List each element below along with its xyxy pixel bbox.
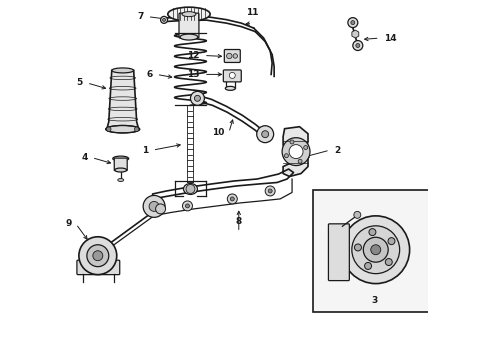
Text: 9: 9 (66, 219, 72, 228)
Ellipse shape (118, 179, 123, 181)
Circle shape (289, 145, 303, 159)
Ellipse shape (168, 7, 210, 21)
Ellipse shape (113, 156, 129, 161)
Circle shape (265, 186, 275, 196)
FancyBboxPatch shape (179, 13, 199, 38)
Circle shape (191, 91, 204, 105)
FancyBboxPatch shape (77, 260, 120, 275)
Circle shape (351, 21, 355, 24)
Ellipse shape (115, 168, 127, 172)
Ellipse shape (225, 86, 235, 90)
Circle shape (163, 18, 166, 21)
Ellipse shape (112, 68, 134, 73)
Text: 5: 5 (76, 78, 83, 87)
FancyBboxPatch shape (114, 158, 127, 171)
Circle shape (143, 195, 165, 217)
Text: 3: 3 (371, 296, 378, 305)
Circle shape (106, 127, 111, 131)
Circle shape (149, 201, 159, 211)
Circle shape (365, 262, 371, 269)
Circle shape (353, 41, 363, 50)
Ellipse shape (180, 34, 198, 40)
Circle shape (79, 237, 117, 275)
Circle shape (229, 72, 235, 78)
Circle shape (134, 127, 139, 131)
Circle shape (87, 245, 109, 267)
Circle shape (290, 140, 294, 144)
Ellipse shape (182, 12, 196, 17)
Circle shape (257, 126, 273, 143)
Circle shape (298, 159, 302, 163)
Circle shape (195, 95, 200, 101)
Circle shape (262, 131, 269, 138)
Circle shape (156, 204, 166, 214)
Text: 10: 10 (213, 128, 225, 137)
Circle shape (186, 204, 190, 208)
Text: 12: 12 (187, 51, 200, 60)
Text: 1: 1 (143, 145, 148, 154)
Circle shape (268, 189, 272, 193)
Circle shape (226, 53, 232, 59)
Circle shape (93, 251, 103, 261)
Polygon shape (283, 127, 308, 176)
Ellipse shape (106, 126, 140, 133)
Text: 4: 4 (81, 153, 88, 162)
Circle shape (282, 138, 310, 166)
Circle shape (182, 201, 193, 211)
Text: 13: 13 (187, 70, 200, 79)
Circle shape (369, 229, 376, 235)
Polygon shape (107, 71, 139, 129)
Circle shape (388, 238, 395, 245)
Text: 14: 14 (384, 33, 396, 42)
Circle shape (354, 244, 362, 251)
Circle shape (348, 18, 358, 28)
Text: 11: 11 (246, 8, 258, 17)
Circle shape (230, 197, 234, 201)
Text: 6: 6 (147, 70, 152, 79)
Text: 7: 7 (137, 12, 144, 21)
Text: 8: 8 (236, 217, 242, 226)
FancyBboxPatch shape (224, 50, 240, 62)
FancyBboxPatch shape (328, 224, 349, 280)
Circle shape (371, 245, 381, 255)
Circle shape (304, 145, 308, 149)
Circle shape (227, 194, 237, 204)
FancyBboxPatch shape (314, 190, 437, 312)
Circle shape (354, 211, 361, 219)
Text: 2: 2 (334, 145, 340, 154)
Circle shape (284, 154, 289, 158)
Circle shape (186, 184, 195, 193)
Circle shape (161, 17, 168, 23)
Circle shape (233, 54, 238, 58)
Circle shape (363, 237, 388, 262)
Ellipse shape (183, 184, 197, 194)
FancyBboxPatch shape (223, 70, 241, 82)
Circle shape (356, 44, 360, 48)
Circle shape (342, 216, 410, 284)
Circle shape (385, 258, 392, 266)
Circle shape (352, 226, 400, 274)
